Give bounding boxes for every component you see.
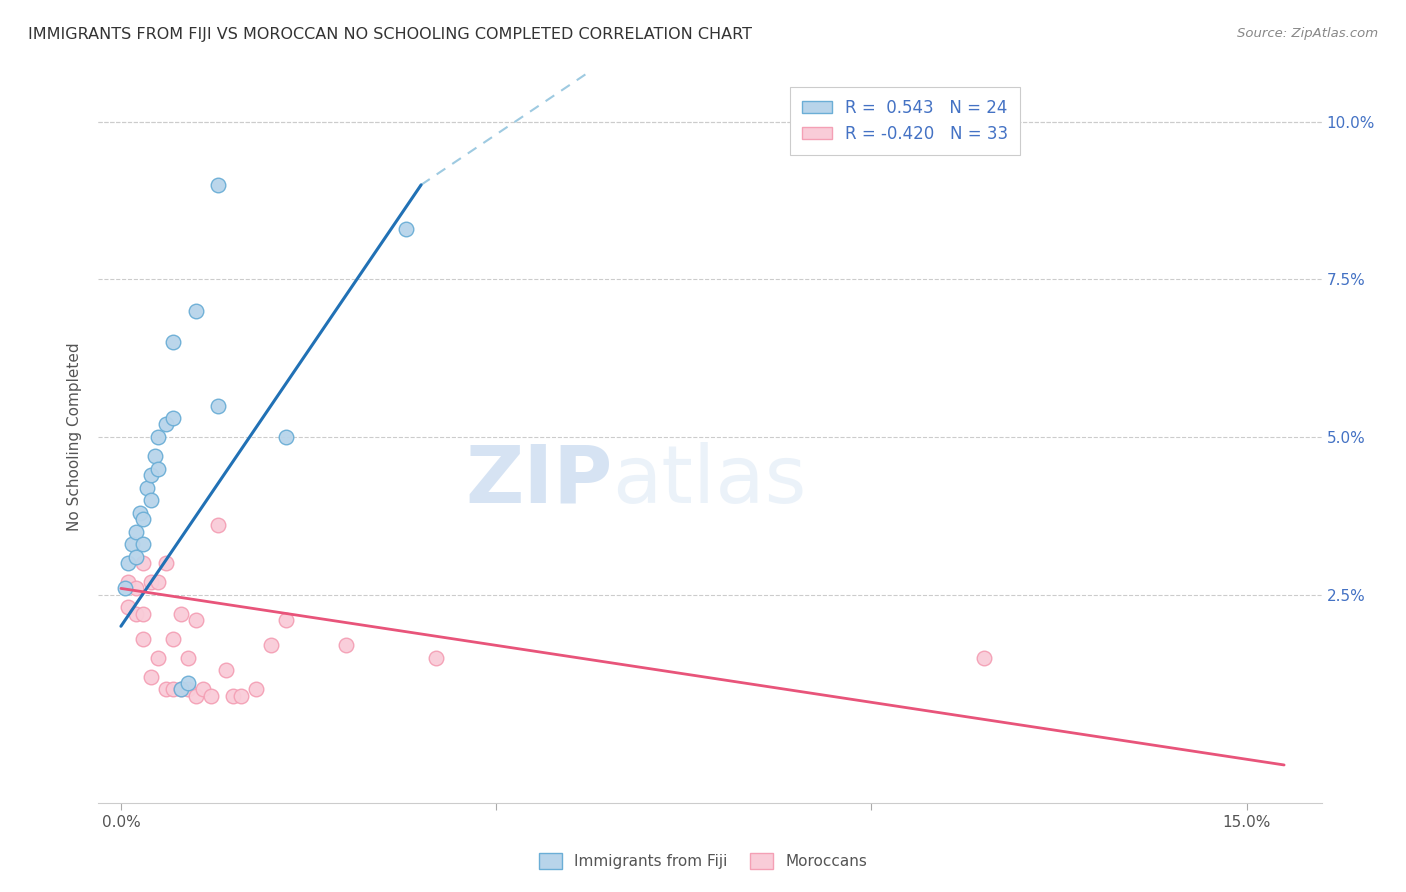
Y-axis label: No Schooling Completed: No Schooling Completed [67, 343, 83, 532]
Point [139, 467, 162, 482]
Point [207, 178, 229, 192]
Point [170, 607, 193, 621]
Point [229, 689, 252, 703]
Legend: Immigrants from Fiji, Moroccans: Immigrants from Fiji, Moroccans [533, 847, 873, 875]
Point [117, 600, 139, 615]
Point [121, 537, 143, 551]
Point [222, 689, 245, 703]
Point [125, 582, 148, 596]
Point [177, 682, 200, 697]
Point [139, 575, 162, 590]
Point [335, 638, 357, 652]
Point [193, 682, 215, 697]
Point [162, 682, 184, 697]
Point [155, 556, 177, 570]
Point [148, 430, 170, 444]
Legend: R =  0.543   N = 24, R = -0.420   N = 33: R = 0.543 N = 24, R = -0.420 N = 33 [790, 87, 1019, 154]
Text: atlas: atlas [612, 442, 807, 520]
Point [136, 481, 159, 495]
Point [200, 689, 222, 703]
Point [170, 682, 193, 697]
Point [184, 304, 207, 318]
Point [260, 638, 283, 652]
Text: ZIP: ZIP [465, 442, 612, 520]
Point [155, 682, 177, 697]
Point [162, 335, 184, 350]
Point [132, 512, 155, 526]
Point [177, 650, 200, 665]
Point [125, 607, 148, 621]
Point [132, 607, 155, 621]
Point [117, 575, 139, 590]
Point [162, 632, 184, 646]
Point [148, 650, 170, 665]
Point [143, 449, 166, 463]
Point [207, 399, 229, 413]
Point [132, 537, 155, 551]
Point [274, 613, 297, 627]
Point [125, 524, 148, 539]
Text: IMMIGRANTS FROM FIJI VS MOROCCAN NO SCHOOLING COMPLETED CORRELATION CHART: IMMIGRANTS FROM FIJI VS MOROCCAN NO SCHO… [28, 27, 752, 42]
Point [395, 222, 418, 236]
Point [973, 650, 995, 665]
Point [184, 689, 207, 703]
Point [125, 549, 148, 564]
Point [245, 682, 267, 697]
Point [117, 556, 139, 570]
Text: Source: ZipAtlas.com: Source: ZipAtlas.com [1237, 27, 1378, 40]
Point [132, 632, 155, 646]
Point [274, 430, 297, 444]
Point [128, 506, 150, 520]
Point [177, 676, 200, 690]
Point [170, 682, 193, 697]
Point [114, 582, 136, 596]
Point [139, 493, 162, 508]
Point [155, 417, 177, 432]
Point [148, 461, 170, 475]
Point [425, 650, 447, 665]
Point [139, 670, 162, 684]
Point [207, 518, 229, 533]
Point [132, 556, 155, 570]
Point [215, 664, 238, 678]
Point [148, 575, 170, 590]
Point [162, 411, 184, 425]
Point [184, 613, 207, 627]
